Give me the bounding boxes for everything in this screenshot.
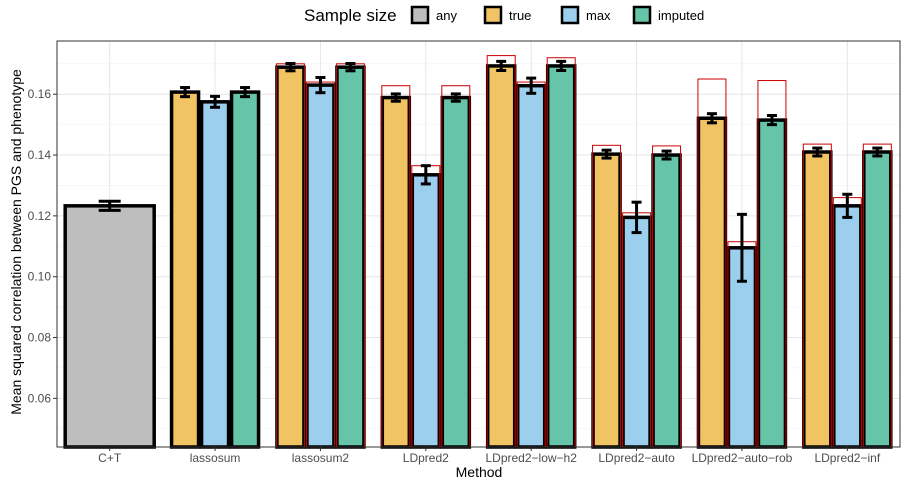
x-tick-label: LDpred2 xyxy=(403,451,449,465)
bar-max xyxy=(410,173,442,449)
legend-swatch xyxy=(483,5,503,25)
y-tick-label: 0.12 xyxy=(28,209,52,223)
legend-label: any xyxy=(436,8,457,23)
x-tick-label: lassosum xyxy=(190,451,241,465)
error-bar-max xyxy=(842,192,853,219)
bar-any xyxy=(63,204,156,449)
bar-true xyxy=(591,152,622,449)
y-axis-title: Mean squared correlation between PGS and… xyxy=(8,69,24,415)
bar-max xyxy=(621,215,652,449)
legend-swatch xyxy=(632,5,652,25)
x-tick-label: LDpred2−low−h2 xyxy=(485,451,577,465)
bar-max xyxy=(832,204,863,449)
error-bar-max xyxy=(210,94,221,109)
legend-label: true xyxy=(509,8,531,23)
error-bar-true xyxy=(285,62,296,73)
x-tick-label: LDpred2−auto xyxy=(598,451,675,465)
error-bars xyxy=(98,59,883,283)
error-bar-imputed xyxy=(345,62,356,73)
bar-imputed xyxy=(862,150,893,449)
bar-imputed xyxy=(651,153,682,449)
legend-swatch xyxy=(560,5,580,25)
error-bar-imputed xyxy=(556,59,567,72)
legend-swatch xyxy=(410,5,430,25)
bar-max xyxy=(515,83,547,449)
x-tick-label: C+T xyxy=(98,451,122,465)
legend-item-true: true xyxy=(483,5,531,25)
bar-max xyxy=(305,83,336,449)
bar-imputed xyxy=(756,118,788,449)
legend: Sample size any true max imputed xyxy=(304,5,704,25)
error-bar-imputed xyxy=(240,86,251,99)
error-bar-imputed xyxy=(661,149,672,161)
legend-label: max xyxy=(586,8,611,23)
bar-true xyxy=(696,116,728,449)
error-bar-max xyxy=(736,212,747,283)
legend-label: imputed xyxy=(658,8,704,23)
x-tick-label: lassosum2 xyxy=(292,451,350,465)
bar-imputed xyxy=(440,95,472,449)
x-tick-label: LDpred2−auto−rob xyxy=(692,451,793,465)
x-axis-title: Method xyxy=(456,464,503,480)
error-bar-max xyxy=(315,75,326,95)
bar-true xyxy=(802,150,833,449)
x-axis: C+T lassosum lassosum2 LDpred2 LDpred2−low−h… xyxy=(98,447,881,465)
error-bar-true xyxy=(706,112,717,125)
y-tick-label: 0.16 xyxy=(28,87,52,101)
y-tick-label: 0.06 xyxy=(28,391,52,405)
plot-panel xyxy=(56,40,901,449)
error-bar-true xyxy=(390,92,401,103)
bar-true xyxy=(275,65,306,449)
y-axis: 0.06 0.08 0.10 0.12 0.14 0.16 xyxy=(28,87,57,405)
error-bar-max xyxy=(420,164,431,186)
plot-border xyxy=(56,40,901,448)
legend-item-any: any xyxy=(410,5,457,25)
legend-item-max: max xyxy=(560,5,611,25)
error-bar-any xyxy=(98,199,121,212)
bar-true xyxy=(380,95,412,449)
bar-true xyxy=(485,64,517,449)
bar-max xyxy=(199,100,231,449)
bar-imputed xyxy=(335,65,366,449)
error-bar-imputed xyxy=(766,114,777,127)
bar-true xyxy=(169,90,201,449)
legend-item-imputed: imputed xyxy=(632,5,704,25)
error-bar-true xyxy=(496,59,507,72)
error-bar-imputed xyxy=(872,146,883,158)
x-tick-label: LDpred2−inf xyxy=(814,451,880,465)
bar-imputed xyxy=(229,90,261,449)
y-tick-label: 0.14 xyxy=(28,148,52,162)
error-bar-true xyxy=(812,146,823,158)
error-bar-imputed xyxy=(450,92,461,103)
legend-title: Sample size xyxy=(304,6,397,25)
error-bar-true xyxy=(180,86,191,99)
y-tick-label: 0.08 xyxy=(28,331,52,345)
y-tick-label: 0.10 xyxy=(28,270,52,284)
error-bar-max xyxy=(526,76,537,95)
bar-imputed xyxy=(545,64,577,449)
error-bar-max xyxy=(631,200,642,235)
error-bar-true xyxy=(601,148,612,160)
